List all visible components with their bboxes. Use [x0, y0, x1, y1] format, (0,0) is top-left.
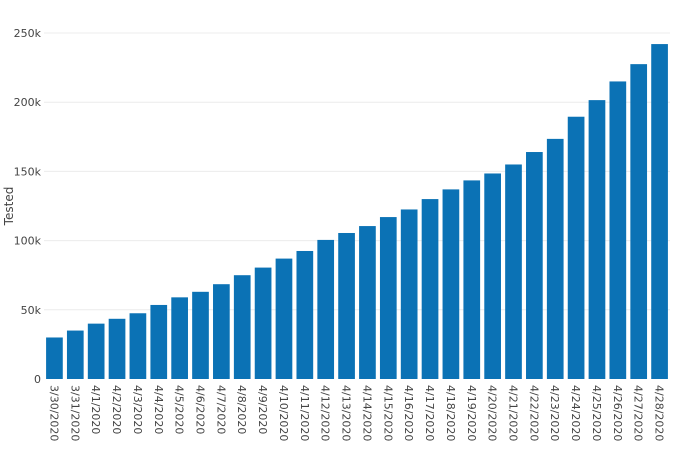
x-axis-ticks: 3/30/2020 3/31/2020 4/1/2020 4/2/2020 4/3/20… [47, 385, 665, 441]
x-tick-label: 4/21/2020 [507, 385, 520, 441]
x-tick-label: 4/5/2020 [173, 385, 186, 434]
x-tick-label: 4/20/2020 [486, 385, 499, 441]
bar[interactable] [526, 152, 543, 379]
y-tick-label: 50k [21, 304, 42, 317]
bar[interactable] [129, 313, 147, 379]
x-tick-label: 4/12/2020 [319, 385, 332, 441]
x-tick-label: 4/11/2020 [298, 385, 311, 441]
bar[interactable] [463, 180, 481, 379]
bar[interactable] [630, 64, 648, 379]
bar[interactable] [46, 337, 63, 379]
y-axis-ticks: 0 50k 100k 150k 200k 250k [14, 27, 42, 386]
bar[interactable] [588, 100, 606, 380]
bar[interactable] [400, 209, 418, 379]
bar[interactable] [171, 297, 188, 379]
bar[interactable] [66, 330, 84, 379]
bars [46, 44, 668, 380]
x-tick-label: 4/6/2020 [194, 385, 207, 434]
x-tick-label: 4/9/2020 [256, 385, 269, 434]
bar[interactable] [421, 199, 439, 379]
x-tick-label: 4/15/2020 [381, 385, 394, 441]
x-tick-label: 4/27/2020 [632, 385, 645, 441]
bar[interactable] [567, 116, 585, 380]
bar[interactable] [275, 258, 293, 379]
bar[interactable] [651, 44, 668, 380]
x-tick-label: 4/14/2020 [360, 385, 373, 441]
x-tick-label: 3/31/2020 [68, 385, 81, 441]
bar[interactable] [379, 217, 397, 379]
x-tick-label: 4/8/2020 [235, 385, 248, 434]
bar[interactable] [233, 275, 251, 379]
x-tick-label: 4/18/2020 [444, 385, 457, 441]
gridlines [44, 32, 670, 311]
x-tick-label: 4/23/2020 [548, 385, 561, 441]
x-tick-label: 3/30/2020 [47, 385, 60, 441]
x-tick-label: 4/28/2020 [653, 385, 666, 441]
y-tick-label: 250k [14, 27, 42, 40]
bar[interactable] [254, 267, 272, 379]
bar[interactable] [150, 304, 168, 379]
bar[interactable] [108, 318, 126, 379]
bar[interactable] [442, 189, 460, 379]
y-tick-label: 0 [34, 373, 41, 386]
bar[interactable] [546, 138, 564, 379]
x-tick-label: 4/1/2020 [89, 385, 102, 434]
bar[interactable] [296, 250, 314, 379]
y-tick-label: 100k [14, 235, 42, 248]
x-tick-label: 4/7/2020 [214, 385, 227, 434]
x-tick-label: 4/22/2020 [527, 385, 540, 441]
bar[interactable] [338, 232, 355, 379]
x-tick-label: 4/25/2020 [590, 385, 603, 441]
x-tick-label: 4/3/2020 [131, 385, 144, 434]
bar[interactable] [505, 164, 522, 379]
y-tick-label: 150k [14, 165, 42, 178]
y-axis-label: Tested [2, 187, 16, 227]
x-tick-label: 4/2/2020 [110, 385, 123, 434]
x-tick-label: 4/13/2020 [340, 385, 353, 441]
bar[interactable] [609, 81, 627, 379]
bar[interactable] [192, 291, 209, 379]
y-tick-label: 200k [14, 96, 42, 109]
x-tick-label: 4/26/2020 [611, 385, 624, 441]
x-tick-label: 4/10/2020 [277, 385, 290, 441]
x-tick-label: 4/4/2020 [152, 385, 165, 434]
bar[interactable] [359, 226, 376, 379]
bar[interactable] [87, 323, 105, 379]
bar[interactable] [484, 173, 501, 379]
x-tick-label: 4/16/2020 [402, 385, 415, 441]
x-tick-label: 4/17/2020 [423, 385, 436, 441]
x-tick-label: 4/19/2020 [465, 385, 478, 441]
bar[interactable] [317, 239, 335, 379]
x-tick-label: 4/24/2020 [569, 385, 582, 441]
bar[interactable] [213, 284, 230, 379]
